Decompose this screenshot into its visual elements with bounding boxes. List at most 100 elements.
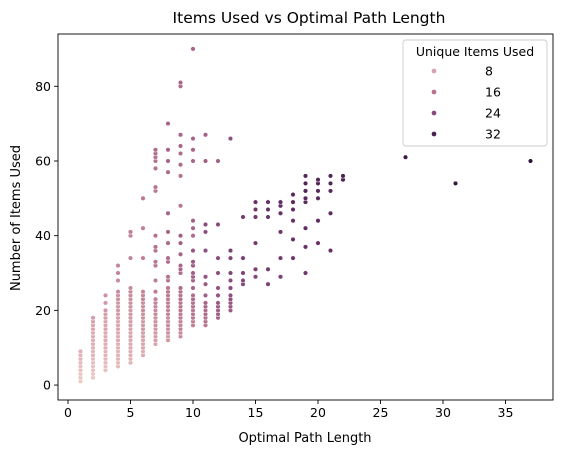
data-point (252, 214, 259, 220)
data-point (177, 150, 184, 157)
data-point (290, 199, 296, 205)
data-point (202, 229, 209, 235)
data-point (140, 225, 146, 231)
data-point (127, 285, 134, 291)
data-point (152, 233, 159, 239)
x-tick-label: 15 (248, 405, 264, 420)
data-point (190, 270, 196, 276)
data-point (152, 296, 159, 302)
data-point (127, 229, 134, 235)
data-point (277, 210, 284, 216)
data-point (177, 80, 184, 86)
y-tick-label: 0 (43, 378, 51, 393)
data-point (302, 195, 309, 201)
data-point (302, 180, 309, 186)
data-point (177, 132, 184, 138)
data-point (202, 132, 209, 138)
legend-label: 32 (485, 127, 501, 142)
data-point (302, 244, 309, 250)
data-point (227, 285, 234, 291)
data-point (190, 218, 196, 224)
legend-label: 16 (485, 85, 501, 100)
legend-marker (431, 131, 437, 137)
data-point (215, 292, 221, 298)
data-point (240, 214, 246, 220)
data-point (327, 248, 334, 254)
data-point (165, 147, 171, 153)
data-point (202, 292, 209, 298)
plot-frame (57, 33, 554, 401)
data-point (315, 218, 321, 224)
data-point (190, 158, 196, 164)
data-point (165, 240, 171, 246)
data-point (265, 266, 271, 272)
data-point (77, 348, 84, 354)
data-point (190, 225, 196, 231)
y-tick-label: 20 (35, 303, 51, 318)
data-point (115, 277, 121, 284)
legend-title: Unique Items Used (416, 44, 534, 59)
data-point (227, 255, 234, 261)
data-point (302, 225, 309, 231)
data-point (327, 188, 334, 194)
data-point (165, 274, 171, 280)
data-point (290, 255, 296, 261)
x-tick-label: 30 (435, 405, 451, 420)
data-point (140, 255, 146, 261)
y-tick-label: 40 (35, 228, 51, 243)
data-point (177, 203, 184, 209)
data-point (327, 180, 334, 186)
data-point (302, 188, 309, 194)
y-tick-label: 80 (35, 79, 51, 94)
data-point (302, 173, 309, 179)
data-point (190, 285, 196, 291)
data-point (277, 229, 284, 235)
data-point (152, 259, 159, 265)
data-point (315, 177, 321, 183)
data-point (252, 266, 259, 272)
data-point (315, 195, 321, 201)
x-tick-label: 35 (498, 405, 514, 420)
x-tick-label: 0 (64, 405, 72, 420)
data-point (202, 158, 209, 164)
legend: Unique Items Used 8 16 24 32 (402, 39, 548, 147)
data-point (202, 300, 209, 306)
data-point (215, 270, 221, 276)
data-point (452, 180, 459, 186)
data-point (190, 46, 196, 52)
data-point (340, 173, 346, 179)
data-point (227, 277, 234, 284)
x-tick-label: 25 (373, 405, 389, 420)
data-point (402, 154, 409, 160)
data-point (152, 165, 159, 171)
legend-marker (431, 110, 437, 116)
data-point (277, 199, 284, 205)
legend-label: 8 (485, 64, 493, 79)
data-point (265, 281, 271, 287)
data-point (240, 277, 246, 284)
data-point (165, 210, 171, 216)
data-point (227, 136, 234, 142)
data-point (327, 210, 334, 216)
data-point (302, 270, 309, 276)
data-point (165, 255, 171, 261)
data-point (115, 289, 121, 295)
data-point (290, 218, 296, 224)
data-point (115, 270, 121, 276)
data-point (202, 248, 209, 254)
data-point (527, 158, 534, 164)
data-point (152, 277, 159, 284)
data-point (152, 184, 159, 190)
data-point (90, 315, 96, 321)
data-point (290, 236, 296, 242)
legend-box (402, 39, 548, 147)
data-point (152, 244, 159, 250)
data-point (102, 292, 109, 298)
data-point (152, 289, 159, 295)
data-point (240, 255, 246, 261)
data-point (290, 192, 296, 198)
data-point (165, 158, 171, 164)
data-point (177, 162, 184, 168)
chart-title: Items Used vs Optimal Path Length (173, 9, 446, 27)
data-point (115, 263, 121, 269)
